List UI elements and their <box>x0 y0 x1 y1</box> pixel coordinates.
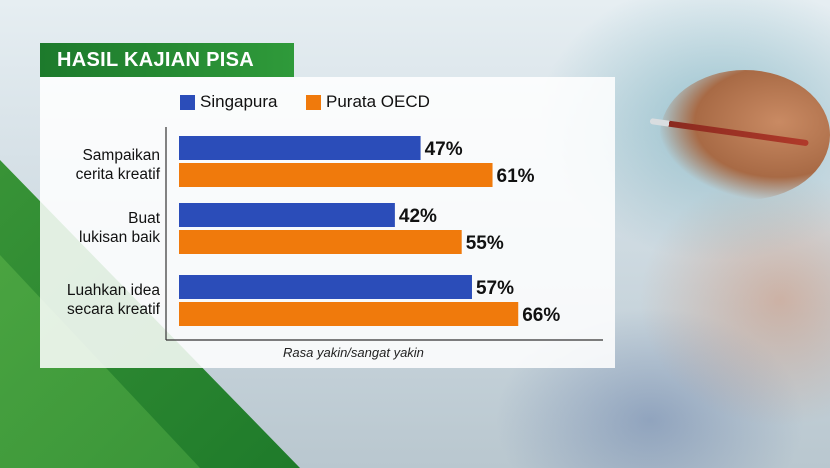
legend-label-singapura: Singapura <box>200 92 278 111</box>
data-label-oecd-2: 55% <box>466 233 504 254</box>
category-label-1-line1: Sampaikan <box>82 147 160 164</box>
category-label-2-line2: lukisan baik <box>79 229 160 246</box>
legend-oecd: Purata OECD <box>306 92 430 112</box>
bar-singapura-3 <box>179 275 472 299</box>
legend-swatch-singapura <box>180 94 195 110</box>
chart-title: HASIL KAJIAN PISA <box>40 43 294 77</box>
category-label-2-line1: Buat <box>128 210 160 227</box>
legend-label-oecd: Purata OECD <box>326 92 430 111</box>
bar-singapura-2 <box>179 203 395 227</box>
category-label-3-line2: secara kreatif <box>66 301 160 318</box>
category-label-2: Buat lukisan baik <box>20 209 160 247</box>
category-label-1: Sampaikan cerita kreatif <box>20 146 160 184</box>
bar-oecd-2 <box>179 230 462 254</box>
bar-oecd-1 <box>179 163 493 187</box>
data-label-singapura-3: 57% <box>476 278 514 299</box>
bar-oecd-3 <box>179 302 519 326</box>
category-label-3: Luahkan idea secara kreatif <box>20 281 160 319</box>
legend-singapura: Singapura <box>180 92 278 112</box>
legend-swatch-oecd <box>306 94 321 110</box>
category-label-1-line2: cerita kreatif <box>75 166 160 183</box>
category-label-3-line1: Luahkan idea <box>66 282 160 299</box>
bar-singapura-1 <box>179 136 421 160</box>
data-label-oecd-1: 61% <box>497 166 535 187</box>
data-label-singapura-1: 47% <box>425 139 463 160</box>
data-label-singapura-2: 42% <box>399 206 437 227</box>
data-label-oecd-3: 66% <box>522 305 560 326</box>
x-axis-label: Rasa yakin/sangat yakin <box>283 345 424 360</box>
